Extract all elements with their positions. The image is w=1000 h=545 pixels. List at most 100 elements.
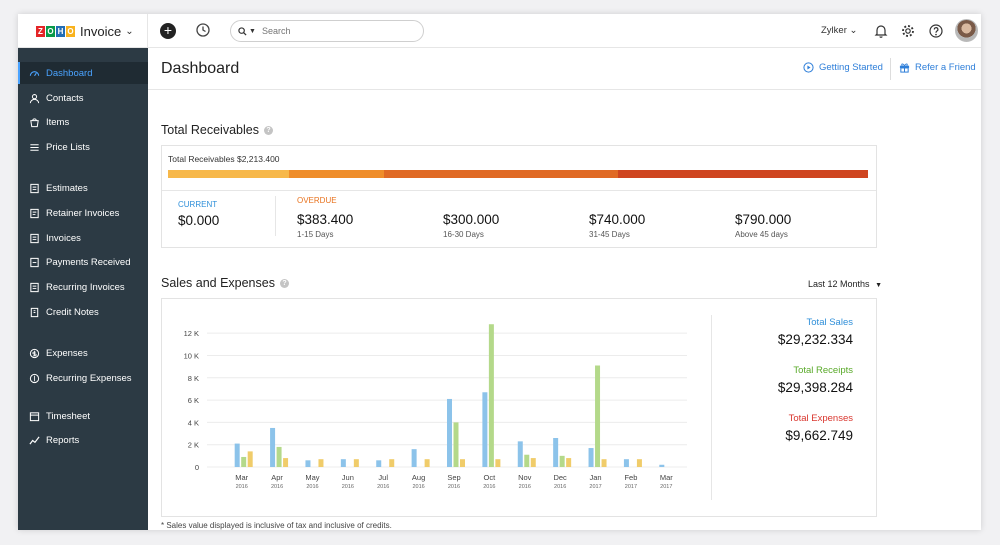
- receivables-bar-segment[interactable]: [384, 170, 619, 178]
- sidebar-item-items[interactable]: Items: [18, 111, 148, 133]
- sales-expenses-card: 0 2 K 4 K 6 K 8 K 10 K 12 K Mar 2016 Apr 2016 May 20…: [161, 298, 877, 517]
- receivables-title: Total Receivables: [161, 123, 259, 137]
- total-summary: Total Receipts $29,398.284: [778, 365, 853, 395]
- bell-icon[interactable]: [873, 23, 889, 39]
- search-bar[interactable]: ▼: [230, 20, 424, 42]
- gear-icon[interactable]: [900, 23, 916, 39]
- period-dropdown[interactable]: Last 12 Months ▼: [808, 279, 882, 289]
- bar-total-sales: [588, 448, 594, 467]
- bar-total-expenses: [247, 451, 253, 467]
- overdue-bucket[interactable]: $300.000 16-30 Days: [443, 212, 499, 239]
- sidebar-item-retainer-invoices[interactable]: Retainer Invoices: [18, 202, 148, 224]
- chevron-down-icon: ⌄: [125, 25, 134, 37]
- credit-notes-icon: [28, 306, 40, 318]
- caret-down-icon: ▼: [875, 282, 882, 289]
- sidebar-item-price-lists[interactable]: Price Lists: [18, 136, 148, 158]
- sidebar: Dashboard Contacts Items Price Lists Estimat…: [18, 48, 148, 530]
- sidebar-item-label: Invoices: [46, 232, 81, 244]
- total-value: $29,232.334: [777, 332, 853, 347]
- bar-total-expenses: [530, 458, 536, 467]
- x-tick-label: Feb: [624, 473, 637, 482]
- sidebar-item-label: Credit Notes: [46, 306, 99, 318]
- total-label: Total Receipts: [793, 365, 853, 376]
- current-amount[interactable]: $0.000: [178, 213, 220, 228]
- sidebar-item-expenses[interactable]: Expenses: [18, 342, 148, 364]
- x-tick-year-label: 2016: [448, 484, 460, 490]
- sidebar-item-label: Contacts: [46, 92, 84, 104]
- bar-total-expenses: [566, 458, 572, 467]
- bar-total-expenses: [318, 459, 324, 467]
- sidebar-item-label: Retainer Invoices: [46, 207, 120, 219]
- logo-letter: Z: [36, 25, 45, 37]
- bar-total-expenses: [353, 459, 359, 467]
- receivables-total: Total Receivables $2,213.400: [168, 154, 280, 164]
- footnote: * Sales value displayed is inclusive of …: [161, 521, 392, 530]
- overdue-bucket[interactable]: $740.000 31-45 Days: [589, 212, 645, 239]
- caret-down-icon[interactable]: ▼: [249, 27, 256, 35]
- bar-total-sales: [553, 438, 559, 467]
- bar-total-sales: [234, 443, 240, 467]
- sidebar-item-recurring-expenses[interactable]: Recurring Expenses: [18, 367, 148, 389]
- receivables-bar: [168, 170, 868, 178]
- divider: [711, 315, 712, 500]
- bucket-range: 31-45 Days: [589, 230, 630, 239]
- quick-create-button[interactable]: +: [160, 23, 176, 39]
- bar-total-sales: [376, 460, 382, 467]
- x-tick-year-label: 2017: [589, 484, 601, 490]
- receivables-bar-segment[interactable]: [168, 170, 290, 178]
- sidebar-item-estimates[interactable]: Estimates: [18, 177, 148, 199]
- search-input[interactable]: [261, 26, 402, 36]
- overdue-bucket[interactable]: $790.000 Above 45 days: [735, 212, 791, 239]
- org-switcher[interactable]: Zylker ⌄: [821, 25, 857, 36]
- x-tick-label: Sep: [447, 473, 460, 482]
- estimates-icon: [28, 182, 40, 194]
- sidebar-item-credit-notes[interactable]: Credit Notes: [18, 301, 148, 323]
- sidebar-item-timesheet[interactable]: Timesheet: [18, 405, 148, 427]
- help-icon[interactable]: ?: [263, 125, 273, 135]
- contacts-icon: [28, 92, 40, 104]
- bar-total-receipts: [559, 455, 565, 467]
- sidebar-item-contacts[interactable]: Contacts: [18, 87, 148, 109]
- y-tick-label: 4 K: [188, 418, 199, 427]
- sidebar-item-payments-received[interactable]: Payments Received: [18, 251, 148, 273]
- sidebar-item-label: Timesheet: [46, 410, 90, 422]
- recent-history-icon[interactable]: [195, 22, 211, 38]
- period-value: Last 12 Months: [808, 279, 870, 289]
- sidebar-item-recurring-invoices[interactable]: Recurring Invoices: [18, 276, 148, 298]
- bucket-amount: $790.000: [735, 212, 792, 227]
- refer-a-friend-link[interactable]: Refer a Friend: [899, 62, 976, 73]
- sidebar-item-label: Estimates: [46, 182, 88, 194]
- total-label: Total Expenses: [788, 413, 853, 424]
- bucket-amount: $383.400: [297, 212, 354, 227]
- items-icon: [28, 116, 40, 128]
- bucket-range: 16-30 Days: [443, 230, 484, 239]
- sidebar-item-label: Recurring Expenses: [46, 372, 132, 384]
- x-tick-label: Apr: [271, 473, 283, 482]
- sidebar-item-dashboard[interactable]: Dashboard: [18, 62, 148, 84]
- receivables-bar-segment[interactable]: [618, 170, 868, 178]
- help-icon[interactable]: [928, 23, 944, 39]
- bar-total-sales: [623, 459, 629, 467]
- bar-total-receipts: [524, 454, 530, 467]
- timesheet-icon: [28, 410, 40, 422]
- receivables-bar-segment[interactable]: [289, 170, 385, 178]
- x-tick-year-label: 2016: [554, 484, 566, 490]
- x-tick-label: Aug: [412, 473, 425, 482]
- getting-started-link[interactable]: Getting Started: [803, 62, 883, 73]
- help-icon[interactable]: ?: [279, 278, 289, 288]
- sidebar-item-invoices[interactable]: Invoices: [18, 227, 148, 249]
- total-label: Total Sales: [806, 317, 853, 328]
- bar-total-sales: [517, 441, 523, 467]
- sidebar-item-reports[interactable]: Reports: [18, 429, 148, 451]
- avatar[interactable]: [955, 19, 978, 42]
- y-tick-label: 8 K: [188, 374, 199, 383]
- page-header: Dashboard Getting Started Refer a Friend: [148, 48, 981, 90]
- overdue-bucket[interactable]: $383.400 1-15 Days: [297, 212, 353, 239]
- bar-total-expenses: [460, 459, 465, 467]
- dashboard-icon: [28, 67, 40, 79]
- x-tick-year-label: 2016: [377, 484, 389, 490]
- x-tick-year-label: 2016: [306, 484, 318, 490]
- total-value: $29,398.284: [777, 380, 853, 395]
- receivables-section-title: Total Receivables ?: [161, 123, 273, 137]
